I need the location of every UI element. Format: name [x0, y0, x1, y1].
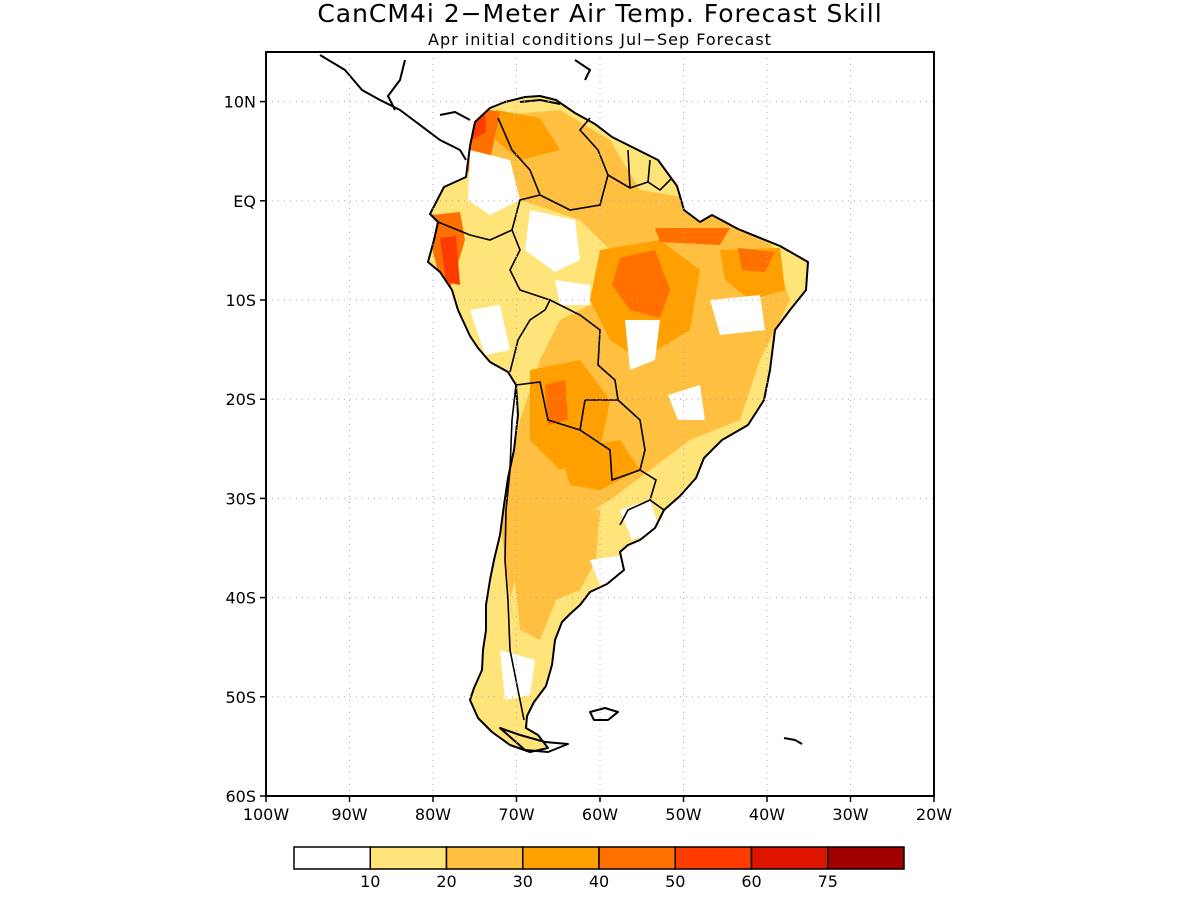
south-georgia	[783, 737, 803, 745]
lon-axis: 100W 90W 80W 70W 60W 50W 40W 30W 20W	[243, 796, 952, 824]
colorbar-label: 50	[665, 872, 685, 891]
border-ecuador-peru	[437, 221, 513, 241]
lat-tick-label: 50S	[225, 688, 256, 707]
caribbean-coast	[519, 59, 591, 105]
falklands	[589, 707, 619, 721]
country-borders	[437, 117, 673, 721]
border-guianas	[607, 149, 673, 192]
border-paraguay-brazil	[617, 399, 646, 471]
colorbar-swatch	[369, 846, 448, 870]
lon-tick-label: 20W	[916, 805, 952, 824]
lon-tick-label: 70W	[498, 805, 534, 824]
lon-tick-label: 80W	[415, 805, 451, 824]
lat-tick-label: 10S	[225, 291, 256, 310]
lon-tick-label: 40W	[749, 805, 785, 824]
colorbar-swatch	[522, 846, 600, 870]
lat-tick-label: 20S	[225, 390, 256, 409]
colorbar-swatch	[598, 846, 676, 870]
lon-tick-label: 100W	[243, 805, 290, 824]
tierra-del-fuego	[499, 727, 569, 753]
lat-tick-label: 30S	[225, 489, 256, 508]
colorbar-label: 75	[818, 872, 838, 891]
grid-lines	[266, 52, 934, 796]
figure-subtitle: Apr initial conditions Jul−Sep Forecast	[428, 30, 772, 49]
colorbar-label: 30	[513, 872, 533, 891]
colorbar-swatch	[293, 846, 371, 870]
shade-20-30-south	[512, 505, 600, 640]
lat-tick-label: 10N	[224, 93, 256, 112]
colorbar-label: 10	[360, 872, 380, 891]
border-chile-argentina	[504, 384, 525, 721]
lon-tick-label: 50W	[665, 805, 701, 824]
colorbar-label: 40	[589, 872, 609, 891]
colorbar: 10 20 30 40 50 60 75	[293, 846, 905, 891]
colorbar-swatch	[827, 846, 905, 870]
shade-50-60	[440, 112, 486, 285]
border-colombia-venezuela	[497, 117, 542, 231]
shade-below-10	[468, 150, 765, 700]
lon-tick-label: 60W	[582, 805, 618, 824]
figure-title: CanCM4i 2−Meter Air Temp. Forecast Skill	[317, 0, 882, 28]
lat-tick-label: EQ	[233, 192, 256, 211]
lon-tick-label: 90W	[331, 805, 367, 824]
south-america-coastline	[427, 95, 809, 753]
lat-axis: 10N EQ 10S 20S 30S 40S 50S 60S	[224, 93, 266, 806]
lat-tick-label: 40S	[225, 589, 256, 608]
colorbar-label: 20	[436, 872, 456, 891]
map-frame: 10N EQ 10S 20S 30S 40S 50S 60S 100W 90W 80W 70W 60W…	[224, 51, 952, 824]
colorbar-label: 60	[741, 872, 761, 891]
colorbar-swatch	[445, 846, 524, 870]
colorbar-swatch	[674, 846, 753, 870]
lat-tick-label: 60S	[225, 787, 256, 806]
central-america-coastline	[319, 54, 471, 161]
coastlines	[319, 54, 809, 753]
border-bolivia-paraguay-argentina	[515, 381, 641, 482]
border-argentina-uruguay-brazil	[619, 469, 665, 526]
colorbar-swatch	[750, 846, 829, 870]
lon-tick-label: 30W	[832, 805, 868, 824]
